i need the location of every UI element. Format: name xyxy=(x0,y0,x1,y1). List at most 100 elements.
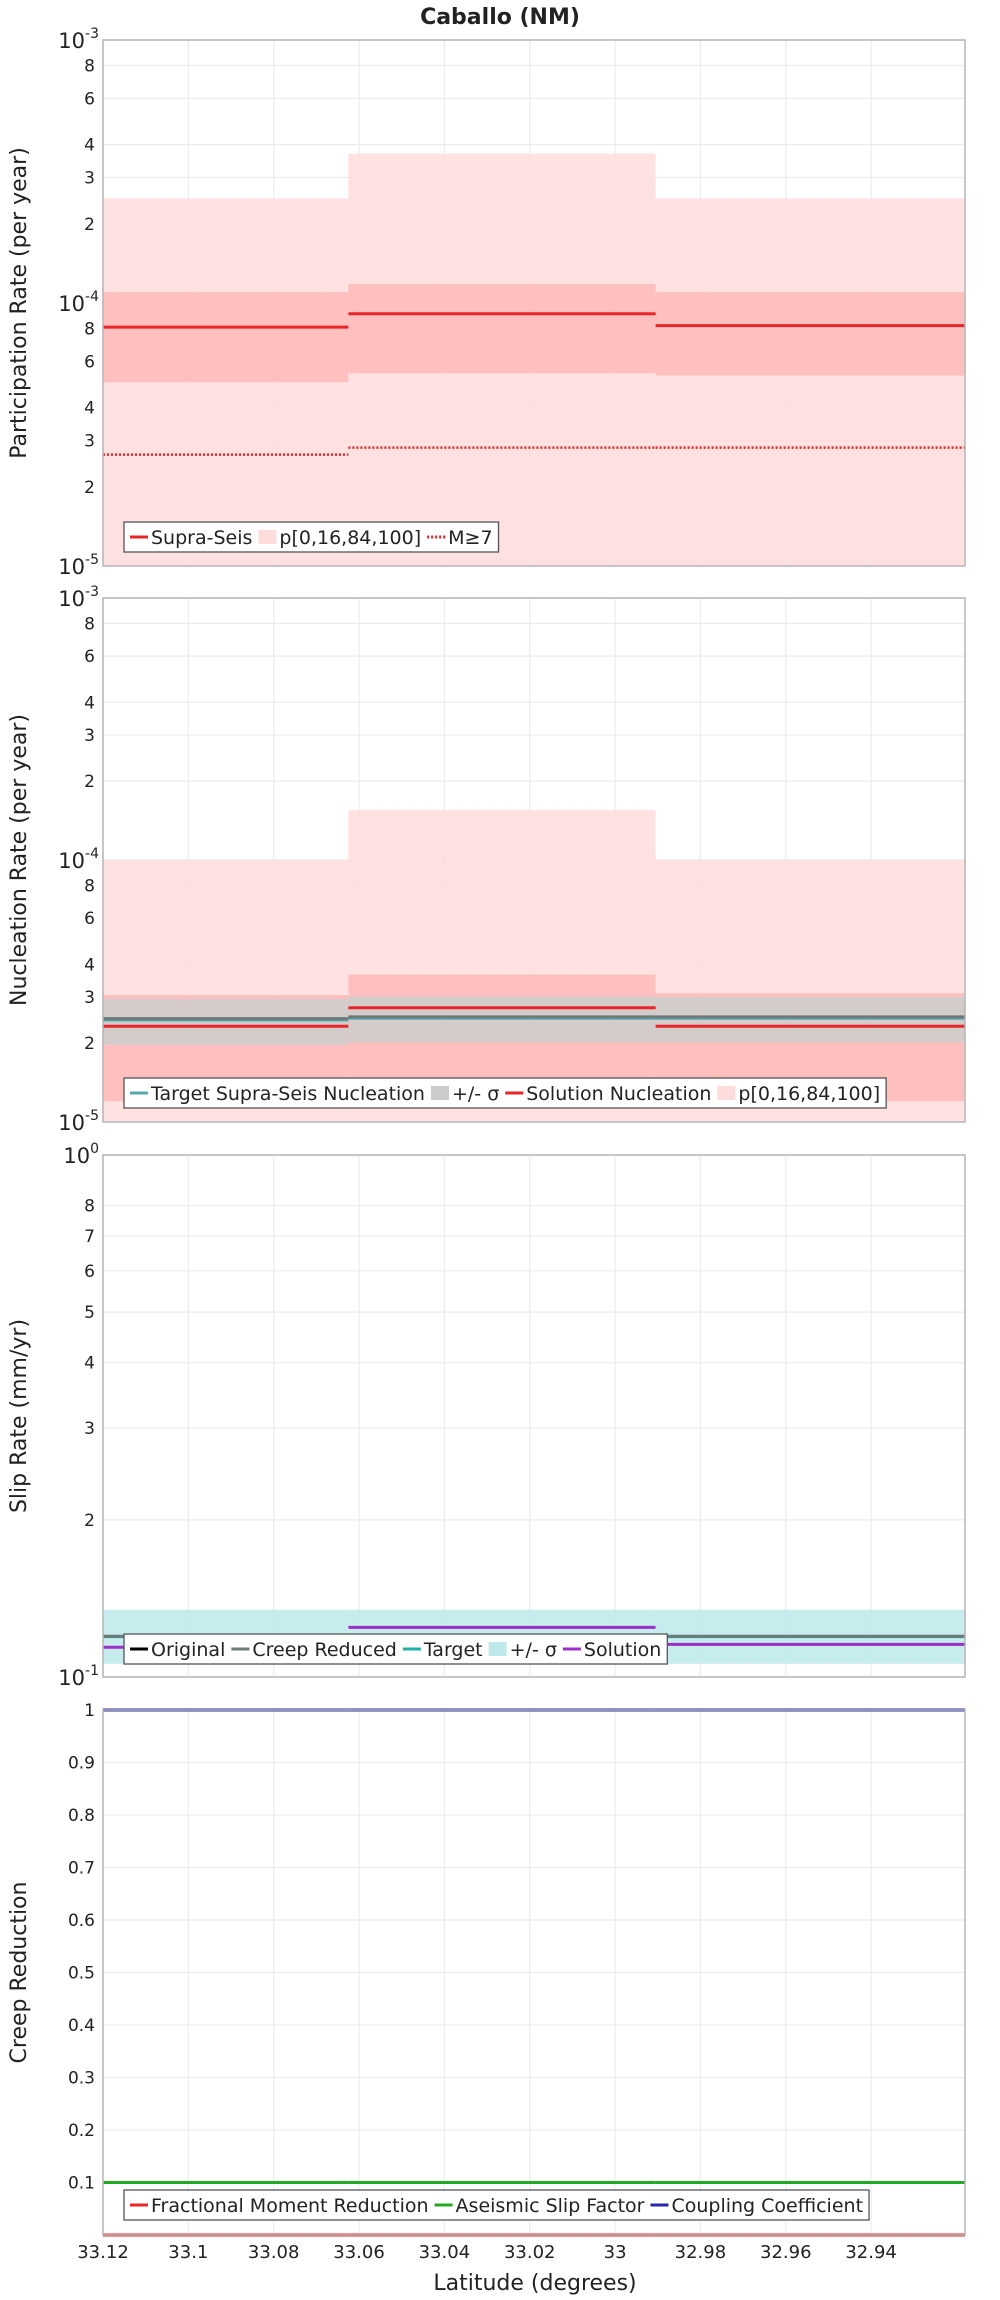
y-decade-label: 10-4 xyxy=(58,846,99,873)
decade-base: 10 xyxy=(63,1144,90,1168)
band-segment xyxy=(103,292,349,383)
x-tick-label: 33.04 xyxy=(419,2242,471,2263)
y-tick-label: 5 xyxy=(84,1303,95,1323)
y-decade-label: 10-5 xyxy=(58,1108,99,1135)
decade-base: 10 xyxy=(58,292,85,316)
y-tick-label: 7 xyxy=(84,1227,95,1247)
y-tick-label: 3 xyxy=(84,988,95,1008)
x-axis-label: Latitude (degrees) xyxy=(433,2271,636,2296)
legend-label: Creep Reduced xyxy=(252,1639,396,1661)
y-tick-label: 0.4 xyxy=(68,2016,95,2036)
y-decade-label: 10-5 xyxy=(58,552,99,579)
legend: Fractional Moment Reduction Aseismic Slip… xyxy=(123,2189,870,2221)
y-tick-label: 0.8 xyxy=(68,1806,95,1826)
y-tick-label: 2 xyxy=(84,772,95,792)
legend: Original Creep Reduced Target +/- σ Solution xyxy=(123,1633,668,1665)
x-tick-label: 33.08 xyxy=(248,2242,300,2263)
panel-4: 0.1 0.2 0.3 0.4 0.5 0.6 0.7 0.8 0.9 1 Creep Reduct… xyxy=(7,1701,966,2237)
chart-title: Caballo (NM) xyxy=(420,5,580,30)
y-tick-label: 2 xyxy=(84,1511,95,1531)
legend-item: Original xyxy=(130,1639,225,1661)
y-tick-label: 0.9 xyxy=(68,1754,95,1774)
x-tick-label: 33.06 xyxy=(333,2242,385,2263)
y-tick-label: 8 xyxy=(84,319,95,339)
plot-frame xyxy=(102,1709,966,2236)
y-axis-label: Slip Rate (mm/yr) xyxy=(7,1319,32,1513)
y-tick-label: 0.2 xyxy=(68,2121,95,2141)
legend-item: M≥7 xyxy=(427,527,493,549)
legend-label: Coupling Coefficient xyxy=(671,2195,863,2217)
legend-label: Solution Nucleation xyxy=(526,1083,711,1105)
legend-label: Aseismic Slip Factor xyxy=(456,2195,645,2217)
y-decade-label: 10-3 xyxy=(58,26,99,53)
legend-item: +/- σ xyxy=(488,1639,557,1661)
y-tick-label: 0.5 xyxy=(68,1964,95,1984)
plot-frame xyxy=(102,597,966,1123)
band-segment xyxy=(348,284,656,374)
decade-base: 10 xyxy=(58,29,85,53)
legend-item: +/- σ xyxy=(430,1083,499,1105)
decade-exponent: -3 xyxy=(85,584,99,600)
y-tick-label: 1 xyxy=(84,1701,95,1721)
legend: Supra-Seis p[0,16,84,100] M≥7 xyxy=(123,521,500,553)
y-axis-label: Creep Reduction xyxy=(7,1882,32,2064)
legend-swatch xyxy=(430,1086,449,1100)
decade-exponent: 0 xyxy=(90,1141,99,1157)
y-tick-label: 6 xyxy=(84,909,95,929)
legend-item: Fractional Moment Reduction xyxy=(130,2195,429,2217)
legend-label: p[0,16,84,100] xyxy=(279,527,421,549)
decade-base: 10 xyxy=(58,1111,85,1135)
legend-item: Supra-Seis xyxy=(130,527,252,549)
y-tick-label: 6 xyxy=(84,647,95,667)
legend-label: Original xyxy=(151,1639,225,1661)
y-tick-label: 0.3 xyxy=(68,2069,95,2089)
legend: Target Supra-Seis Nucleation +/- σ Solutio… xyxy=(123,1077,887,1109)
decade-exponent: -1 xyxy=(85,1663,99,1679)
x-tick-label: 33.12 xyxy=(77,2242,129,2263)
legend-label: Target xyxy=(423,1639,483,1661)
y-tick-label: 8 xyxy=(84,1197,95,1217)
y-tick-label: 0.7 xyxy=(68,1859,95,1879)
decade-base: 10 xyxy=(58,587,85,611)
y-tick-label: 4 xyxy=(84,399,95,419)
legend-item: Creep Reduced xyxy=(231,1639,397,1661)
decade-base: 10 xyxy=(58,555,85,579)
y-tick-label: 0.1 xyxy=(68,2174,95,2194)
y-axis-label: Participation Rate (per year) xyxy=(7,147,32,459)
legend-item: p[0,16,84,100] xyxy=(717,1083,880,1105)
y-decade-label: 100 xyxy=(63,1141,99,1168)
legend-swatch xyxy=(717,1086,736,1100)
y-tick-label: 8 xyxy=(84,876,95,896)
y-tick-label: 8 xyxy=(84,614,95,634)
legend-label: +/- σ xyxy=(510,1639,557,1661)
y-tick-label: 6 xyxy=(84,352,95,372)
y-tick-label: 3 xyxy=(84,432,95,452)
legend-box xyxy=(123,2189,870,2221)
legend-swatch xyxy=(258,530,277,544)
legend-label: Fractional Moment Reduction xyxy=(151,2195,429,2217)
x-tick-labels: 33.12 33.1 33.08 33.06 33.04 33.02 33 32.98 32.9… xyxy=(77,2242,897,2263)
legend-label: +/- σ xyxy=(452,1083,499,1105)
decade-exponent: -3 xyxy=(85,26,99,42)
y-tick-label: 3 xyxy=(84,726,95,746)
legend-label: Target Supra-Seis Nucleation xyxy=(150,1083,425,1105)
y-tick-label: 6 xyxy=(84,1262,95,1282)
y-tick-label: 2 xyxy=(84,215,95,235)
y-tick-label: 0.6 xyxy=(68,1911,95,1931)
y-axis-label: Nucleation Rate (per year) xyxy=(7,714,32,1006)
y-tick-label: 4 xyxy=(84,136,95,156)
y-tick-label: 2 xyxy=(84,1034,95,1054)
decade-exponent: -4 xyxy=(85,846,99,862)
legend-item: Solution xyxy=(562,1639,661,1661)
plot-frame xyxy=(102,39,966,567)
x-tick-label: 33.1 xyxy=(168,2242,208,2263)
legend-swatch xyxy=(488,1642,507,1656)
x-tick-label: 32.96 xyxy=(760,2242,812,2263)
y-decade-label: 10-4 xyxy=(58,289,99,316)
y-tick-label: 4 xyxy=(84,1354,95,1374)
y-tick-label: 3 xyxy=(84,1419,95,1439)
